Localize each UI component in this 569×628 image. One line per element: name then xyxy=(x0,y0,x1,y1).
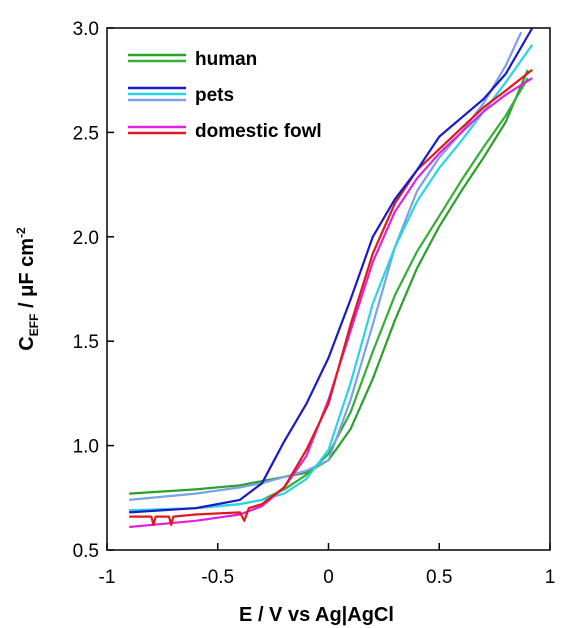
y-axis-title-sup: -2 xyxy=(14,227,28,238)
legend-item: domestic fowl xyxy=(128,121,322,142)
x-tick-label: 0 xyxy=(323,567,334,588)
y-tick-label: 0.5 xyxy=(73,541,99,562)
series-layer xyxy=(129,27,534,529)
ticks-layer: -1 -0.5 0 0.5 1 0.5 1.0 1.5 2.0 2.5 3.0 xyxy=(73,19,556,588)
legend-label: pets xyxy=(195,85,234,106)
legend-item: human xyxy=(128,49,257,70)
y-axis-title: CEFF / μF cm-2 xyxy=(14,227,41,351)
series-line-5 xyxy=(129,68,533,526)
series-line-0 xyxy=(129,69,529,495)
y-tick-label: 2.5 xyxy=(73,123,99,144)
y-axis-title-rest: / μF cm xyxy=(16,238,38,314)
x-tick-label: 1 xyxy=(545,567,556,588)
y-tick-label: 3.0 xyxy=(73,19,99,40)
series-line-1 xyxy=(129,77,529,512)
legend: human pets domestic fowl xyxy=(128,49,322,142)
x-tick-label: 0.5 xyxy=(426,567,452,588)
y-axis-title-main: C xyxy=(16,336,38,350)
x-tick-label: -0.5 xyxy=(201,567,234,588)
legend-label: human xyxy=(195,49,257,70)
series-line-2 xyxy=(129,31,523,501)
series-line-4 xyxy=(129,77,533,529)
x-axis-title: E / V vs Ag|AgCl xyxy=(239,604,394,626)
y-tick-label: 1.5 xyxy=(73,332,99,353)
legend-item: pets xyxy=(128,85,234,106)
legend-label: domestic fowl xyxy=(195,121,322,142)
y-tick-label: 1.0 xyxy=(73,437,99,458)
x-tick-label: -1 xyxy=(99,567,116,588)
y-axis-title-sub: EFF xyxy=(27,314,41,337)
y-tick-label: 2.0 xyxy=(73,228,99,249)
series-line-6 xyxy=(129,27,534,514)
series-line-3 xyxy=(129,44,534,512)
